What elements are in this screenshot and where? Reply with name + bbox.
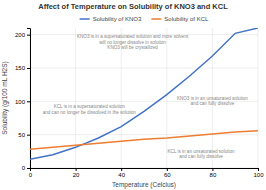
annotation: KCL is in an unsaturated solutionand can…: [167, 149, 235, 160]
title: Affect of Temperature on Solubility of K…: [38, 2, 228, 11]
x-axis-tick-label: 60: [164, 172, 171, 178]
y-axis-tick: 150: [15, 65, 30, 71]
legend-label: Solubility of KCL: [164, 16, 209, 22]
x-axis-line: [31, 169, 259, 172]
x-axis-tick-mark: [167, 168, 168, 171]
series-line: [30, 131, 258, 150]
x-axis-tick-mark: [76, 168, 77, 171]
x-axis-title: Temperature (Celcius): [112, 181, 176, 189]
y-axis-title: Solubility (g/100 mL H2S): [1, 61, 9, 134]
grid: [30, 28, 258, 168]
x-axis-tick: 20: [73, 168, 80, 178]
x-axis-tick-mark: [121, 168, 122, 171]
x-axis-tick: 80: [210, 168, 217, 178]
series-line: [30, 28, 258, 159]
grid-line-y: [30, 134, 258, 135]
y-axis: 0 50 100 150 200: [15, 29, 31, 172]
y-axis-tick-mark: [27, 101, 30, 102]
annotation-line: will no longer dissolve in solution: [99, 40, 166, 45]
legend-swatch: [80, 18, 90, 20]
x-axis-tick-label: 80: [210, 172, 217, 178]
y-axis-tick-label: 150: [15, 65, 26, 71]
legend-label: Solubility of KNO3: [93, 16, 142, 22]
annotation: KNO3 is in a supersaturated solution and…: [77, 34, 189, 50]
x-axis-tick-mark: [212, 168, 213, 171]
x-axis-tick-label: 20: [73, 172, 80, 178]
legend: Solubility of KNO3 Solubility of KCL: [80, 16, 209, 22]
x-axis-tick: 60: [164, 168, 171, 178]
grid-line-x: [258, 28, 259, 168]
legend-swatch: [151, 18, 161, 20]
x-axis: 0 20 40 60 80 100: [29, 168, 264, 178]
legend-item: Solubility of KNO3: [80, 16, 142, 22]
x-axis-tick: 40: [118, 168, 125, 178]
annotation-line: KNO3 will be crystallized: [107, 45, 158, 50]
x-axis-tick: 0: [29, 168, 33, 178]
annotation-line: KNO3 is in a supersaturated solution and…: [77, 34, 189, 39]
y-axis-tick-mark: [27, 35, 30, 36]
legend-item: Solubility of KCL: [151, 16, 209, 22]
annotation-line: and can fully dissolve: [191, 101, 235, 106]
annotation-line: KCL is in an unsaturated solution: [167, 149, 235, 154]
x-axis-tick-mark: [258, 168, 259, 171]
y-axis-tick-mark: [27, 168, 30, 169]
x-axis-tick-label: 0: [29, 172, 33, 178]
grid-line-y: [30, 68, 258, 69]
annotation: KNO3 is in an unsaturated solutionand ca…: [177, 96, 248, 107]
y-axis-tick-label: 0: [22, 165, 26, 171]
chart: 0 20 40 60 80 100 0 50 100 150 200 KNO3 is in a sup…: [0, 0, 266, 190]
annotations: KNO3 is in a supersaturated solution and…: [43, 34, 249, 159]
grid-line-x: [166, 28, 167, 168]
y-axis-tick: 50: [18, 132, 30, 138]
x-axis-tick-label: 40: [118, 172, 125, 178]
y-axis-tick-mark: [27, 68, 30, 69]
y-axis-tick: 0: [22, 165, 30, 171]
y-axis-tick: 100: [15, 99, 30, 105]
annotation-line: and can fully dissolve: [179, 154, 223, 159]
y-axis-tick-label: 200: [15, 32, 26, 38]
y-axis-tick: 200: [15, 32, 30, 38]
x-axis-tick: 100: [253, 168, 264, 178]
annotation: KCL is in a supersaturated solutionand c…: [43, 104, 137, 115]
annotation-line: and can no longer be dissolved in the so…: [43, 110, 137, 115]
x-axis-tick-label: 100: [253, 172, 264, 178]
y-axis-tick-label: 100: [15, 99, 26, 105]
plot: 0 20 40 60 80 100 0 50 100 150 200 KNO3 is in a sup…: [15, 28, 264, 178]
annotation-line: KNO3 is in an unsaturated solution: [177, 96, 248, 101]
y-axis-tick-label: 50: [18, 132, 25, 138]
marks: [30, 28, 258, 159]
annotation-line: KCL is in a supersaturated solution: [54, 104, 126, 109]
y-axis-line: [27, 29, 31, 169]
y-axis-tick-mark: [27, 135, 30, 136]
